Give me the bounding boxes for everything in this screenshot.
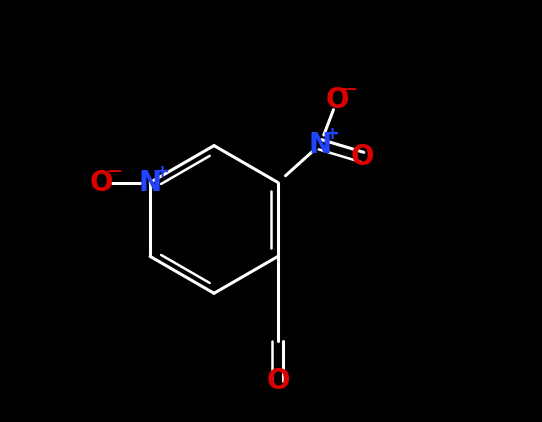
Text: +: +	[325, 125, 339, 143]
Text: O: O	[90, 168, 113, 197]
Text: O: O	[325, 86, 349, 114]
Text: O: O	[351, 143, 374, 171]
Text: N: N	[139, 168, 162, 197]
Text: −: −	[106, 162, 123, 182]
Text: N: N	[308, 130, 332, 159]
Text: O: O	[266, 367, 290, 395]
Text: −: −	[341, 80, 358, 100]
Text: +: +	[154, 163, 170, 181]
